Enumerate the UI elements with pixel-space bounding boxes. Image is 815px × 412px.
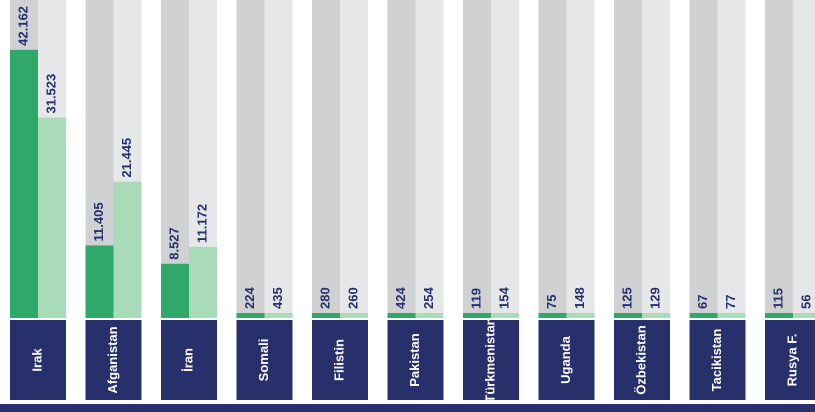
value-label: 254 — [421, 287, 436, 309]
bar — [85, 245, 114, 318]
bar — [614, 313, 642, 318]
bar-background — [312, 0, 340, 318]
bar-background — [538, 0, 567, 318]
category-label: Pakistan — [407, 333, 422, 387]
bar — [38, 117, 66, 318]
bar — [312, 313, 340, 318]
bar-background — [236, 0, 265, 318]
category-label: Afganistan — [105, 326, 120, 393]
bar-background — [415, 0, 444, 318]
bar — [10, 49, 38, 319]
bar — [161, 263, 189, 318]
bar — [113, 181, 142, 318]
bar — [264, 313, 293, 318]
bar — [189, 246, 217, 318]
category-box — [161, 320, 217, 400]
bar-background — [264, 0, 293, 318]
value-label: 260 — [345, 287, 360, 309]
value-label: 11.172 — [194, 204, 209, 243]
category-label: Özbekistan — [633, 325, 648, 394]
bar-background — [491, 0, 519, 318]
value-label: 280 — [317, 287, 332, 309]
value-label: 21.445 — [119, 138, 134, 178]
category-box — [10, 320, 66, 400]
bar — [491, 313, 519, 318]
bar-background — [765, 0, 793, 318]
value-label: 77 — [723, 295, 738, 309]
category-box — [538, 320, 595, 400]
category-label: Rusya F. — [784, 334, 799, 387]
value-label: 115 — [770, 288, 785, 309]
value-label: 56 — [798, 295, 813, 309]
bar — [538, 313, 567, 318]
category-label: Filistin — [331, 339, 346, 381]
bar-background — [463, 0, 491, 318]
bar — [689, 313, 718, 318]
category-box — [614, 320, 670, 400]
value-label: 42.162 — [15, 6, 30, 46]
category-label: Uganda — [558, 335, 573, 383]
category-box — [85, 320, 142, 400]
value-label: 129 — [647, 287, 662, 309]
value-label: 435 — [270, 287, 285, 309]
bar-background — [566, 0, 595, 318]
value-label: 154 — [496, 287, 511, 309]
bar — [765, 313, 793, 318]
category-label: Türkmenistan — [482, 317, 497, 402]
bottom-strip — [0, 404, 815, 412]
bar-background — [387, 0, 416, 318]
category-box — [312, 320, 368, 400]
category-box — [463, 320, 519, 400]
value-label: 67 — [695, 295, 710, 309]
value-label: 424 — [393, 287, 408, 309]
category-box — [387, 320, 444, 400]
value-label: 224 — [242, 287, 257, 309]
value-label: 75 — [544, 295, 559, 309]
bar — [463, 313, 491, 318]
value-label: 8.527 — [166, 227, 181, 260]
category-box — [765, 320, 815, 400]
value-label: 148 — [572, 287, 587, 309]
category-label: Irak — [29, 348, 44, 372]
bar-background — [340, 0, 368, 318]
bar — [415, 313, 444, 318]
bar-background — [642, 0, 670, 318]
category-label: Somali — [256, 339, 271, 382]
bar — [387, 313, 416, 318]
value-label: 11.405 — [91, 202, 106, 241]
bar — [340, 313, 368, 318]
value-label: 125 — [619, 287, 634, 309]
category-label: İran — [180, 348, 195, 372]
value-label: 31.523 — [43, 74, 58, 114]
bar-background — [689, 0, 718, 318]
bar-background — [793, 0, 815, 318]
bar-background — [614, 0, 642, 318]
category-label: Tacikistan — [709, 329, 724, 392]
value-label: 119 — [468, 288, 483, 309]
bar-background — [717, 0, 746, 318]
bar — [236, 313, 265, 318]
bar — [793, 313, 815, 318]
category-box — [689, 320, 746, 400]
bar — [642, 313, 670, 318]
bar — [717, 313, 746, 318]
bar — [566, 313, 595, 318]
category-box — [236, 320, 293, 400]
